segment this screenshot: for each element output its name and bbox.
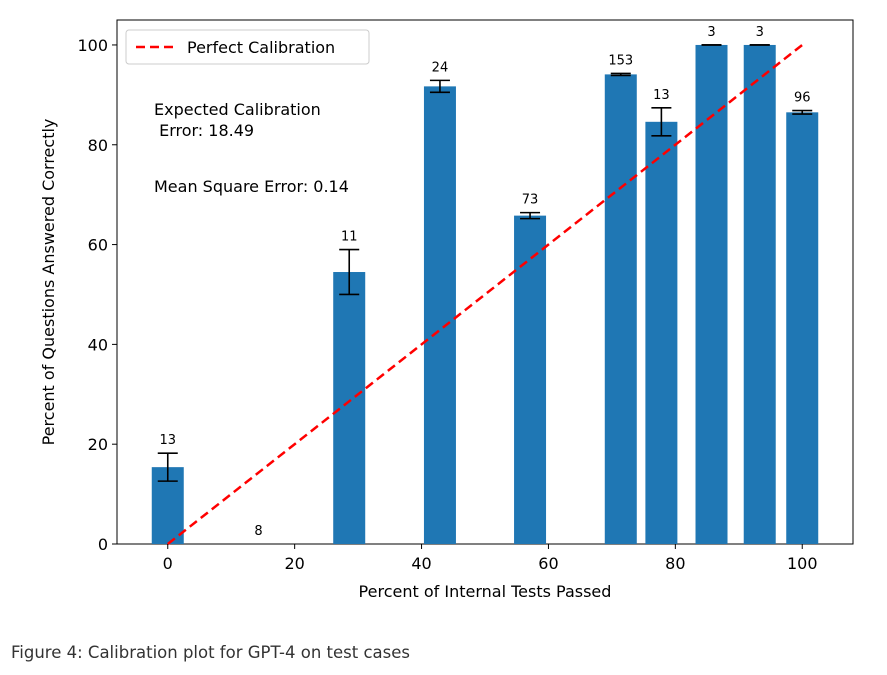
reference-line-layer bbox=[166, 43, 804, 545]
figure-caption: Figure 4: Calibration plot for GPT-4 on … bbox=[11, 643, 410, 662]
error-bar-6 bbox=[651, 107, 672, 137]
y-tick-label-0: 0 bbox=[98, 535, 108, 554]
count-label-1: 8 bbox=[254, 524, 262, 539]
x-tick-label-20: 20 bbox=[284, 554, 304, 573]
y-tick-label-40: 40 bbox=[88, 335, 108, 354]
error-bar-2 bbox=[339, 248, 360, 296]
error-bar-3 bbox=[429, 79, 450, 94]
y-axis-label: Percent of Questions Answered Correctly bbox=[39, 119, 58, 446]
plot-area bbox=[116, 19, 854, 545]
error-bar-0 bbox=[157, 452, 178, 482]
bars-layer bbox=[151, 44, 819, 545]
count-label-0: 13 bbox=[159, 433, 176, 448]
error-bars-layer bbox=[157, 44, 813, 482]
ece-annotation-line1: Expected Calibration bbox=[154, 100, 321, 119]
count-label-2: 11 bbox=[341, 230, 358, 245]
count-label-6: 13 bbox=[653, 88, 670, 103]
bar-4 bbox=[514, 215, 547, 545]
y-tick-label-100: 100 bbox=[77, 36, 108, 55]
perfect-calibration-line bbox=[166, 43, 804, 545]
bar-5 bbox=[604, 74, 637, 545]
ece-annotation-line2: Error: 18.49 bbox=[154, 121, 254, 140]
legend-entry-perfect-calibration: Perfect Calibration bbox=[187, 38, 335, 57]
x-tick-label-80: 80 bbox=[665, 554, 685, 573]
bar-8 bbox=[743, 44, 776, 544]
y-tick-label-20: 20 bbox=[88, 435, 108, 454]
error-bar-4 bbox=[520, 211, 541, 220]
x-axis-label: Percent of Internal Tests Passed bbox=[359, 582, 612, 601]
x-tick-label-0: 0 bbox=[163, 554, 173, 573]
bar-7 bbox=[695, 44, 728, 544]
x-tick-label-100: 100 bbox=[787, 554, 818, 573]
x-tick-label-40: 40 bbox=[411, 554, 431, 573]
bar-3 bbox=[423, 86, 456, 544]
y-tick-label-80: 80 bbox=[88, 136, 108, 155]
bar-2 bbox=[333, 272, 366, 544]
bar-9 bbox=[786, 112, 819, 545]
calibration-chart: 13 8 11 24 73 153 13 3 3 96 0 20 40 60 80 100 0 20 40 60 8… bbox=[39, 19, 854, 601]
legend: Perfect Calibration bbox=[125, 29, 370, 65]
count-label-9: 96 bbox=[794, 91, 811, 106]
y-tick-label-60: 60 bbox=[88, 236, 108, 255]
count-label-5: 153 bbox=[608, 53, 633, 68]
count-label-3: 24 bbox=[432, 60, 449, 75]
x-tick-label-60: 60 bbox=[538, 554, 558, 573]
y-axis-ticks: 0 20 40 60 80 100 bbox=[77, 36, 117, 554]
count-label-4: 73 bbox=[522, 193, 539, 208]
x-axis-ticks: 0 20 40 60 80 100 bbox=[163, 544, 818, 573]
bar-6 bbox=[645, 121, 678, 544]
mse-annotation: Mean Square Error: 0.14 bbox=[154, 177, 349, 196]
count-label-7: 3 bbox=[707, 25, 715, 40]
count-label-8: 3 bbox=[756, 25, 764, 40]
error-bar-9 bbox=[792, 109, 813, 115]
legend-box bbox=[125, 29, 370, 65]
error-bar-5 bbox=[610, 72, 631, 77]
count-labels-layer: 13 8 11 24 73 153 13 3 3 96 bbox=[159, 25, 810, 539]
